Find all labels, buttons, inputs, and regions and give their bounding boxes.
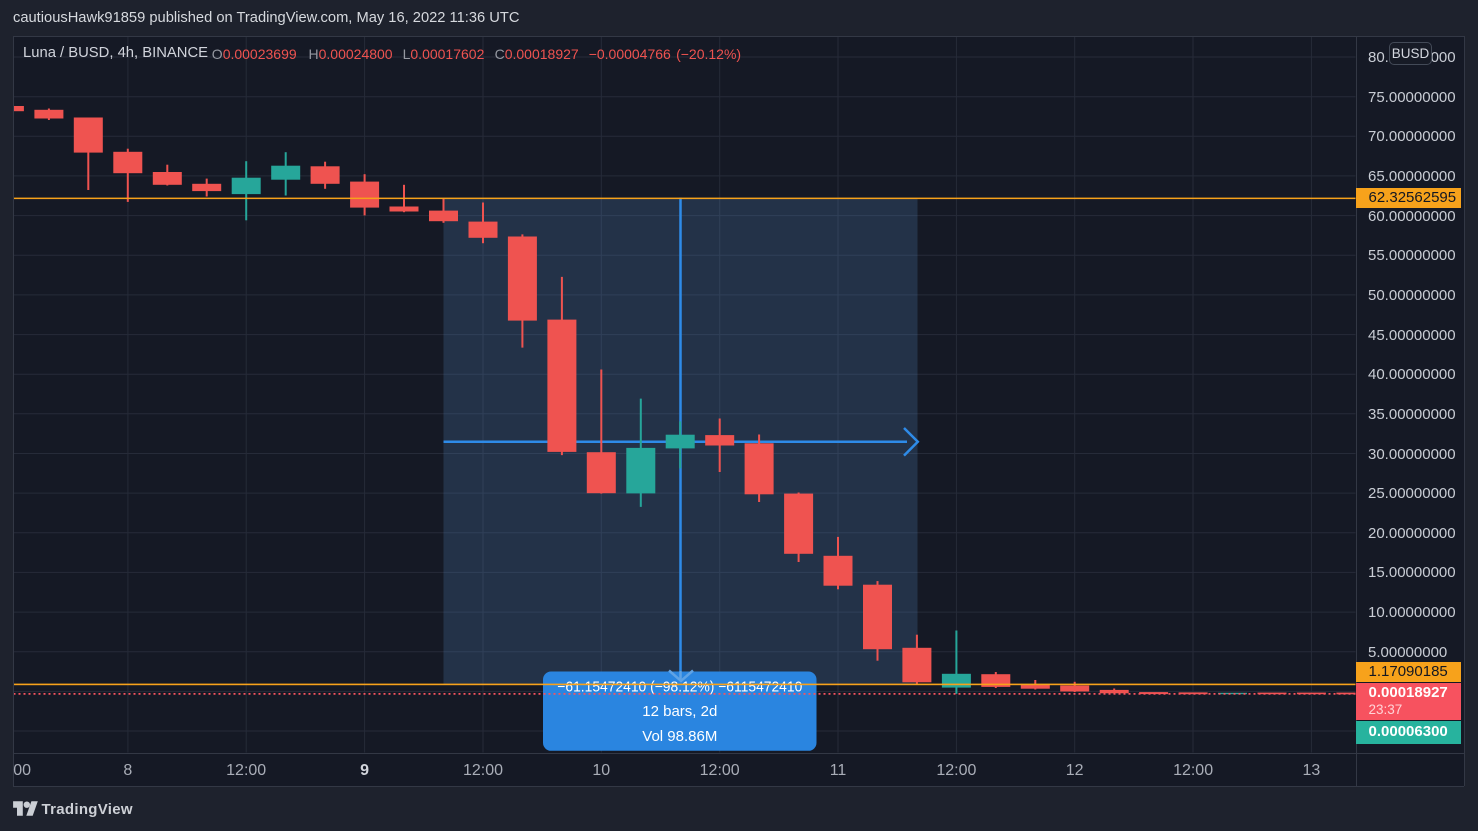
svg-text:12 bars, 2d: 12 bars, 2d (642, 703, 717, 720)
svg-text:Vol 98.86M: Vol 98.86M (642, 728, 717, 745)
svg-text:−61.15472410 (−98.12%) −611547: −61.15472410 (−98.12%) −6115472410 (557, 678, 802, 695)
